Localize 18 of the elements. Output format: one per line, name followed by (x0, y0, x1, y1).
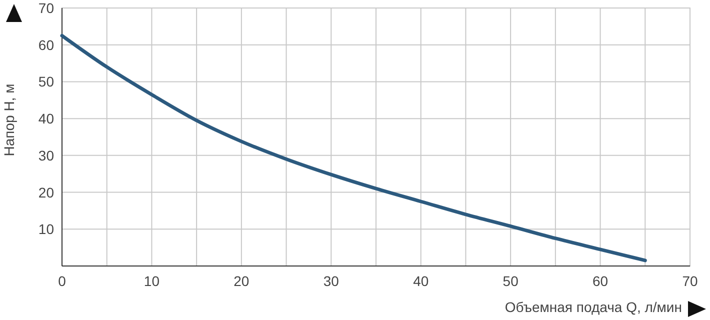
x-tick-label: 20 (234, 273, 250, 289)
x-axis-title: Объемная подача Q, л/мин (504, 299, 682, 315)
x-tick-label: 0 (58, 273, 66, 289)
y-tick-label: 70 (38, 0, 54, 16)
y-tick-label: 30 (38, 147, 54, 164)
x-tick-label: 10 (144, 273, 160, 289)
y-tick-label: 20 (38, 184, 54, 200)
x-tick-label: 40 (413, 273, 429, 289)
y-tick-label: 40 (38, 110, 54, 127)
x-tick-label: 30 (323, 273, 340, 289)
y-tick-label: 10 (38, 221, 54, 238)
y-tick-label: 50 (38, 74, 54, 90)
x-tick-label: 60 (592, 273, 608, 289)
x-tick-label: 70 (682, 273, 698, 289)
x-tick-label: 50 (502, 273, 519, 289)
y-tick-label: 60 (38, 36, 54, 53)
line-series (60, 34, 647, 262)
y-axis-title: Напор H, м (1, 84, 17, 156)
